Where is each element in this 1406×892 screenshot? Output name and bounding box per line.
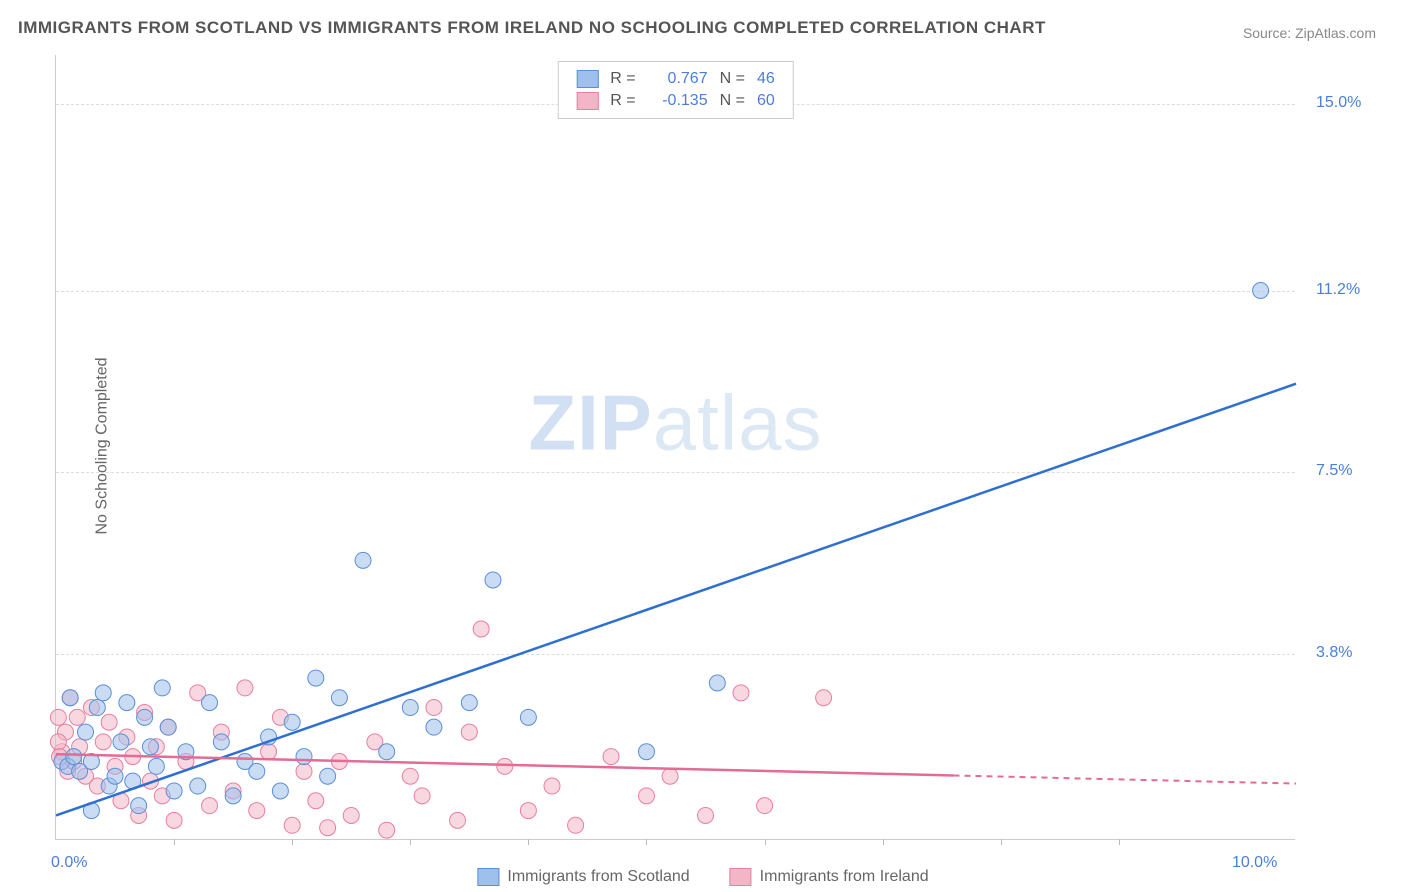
chart-title: IMMIGRANTS FROM SCOTLAND VS IMMIGRANTS F…: [18, 18, 1046, 38]
regression-line-dashed: [954, 775, 1296, 783]
data-point: [520, 709, 536, 725]
data-point: [402, 768, 418, 784]
data-point: [66, 749, 82, 765]
data-point: [89, 700, 105, 716]
data-point: [119, 695, 135, 711]
data-point: [261, 744, 277, 760]
data-point: [414, 788, 430, 804]
data-point: [166, 812, 182, 828]
data-point: [237, 680, 253, 696]
data-point: [284, 817, 300, 833]
legend-item-ireland: Immigrants from Ireland: [730, 868, 929, 886]
swatch-scotland-icon: [477, 868, 499, 886]
data-point: [733, 685, 749, 701]
stats-row-ireland: R = -0.135 N = 60: [576, 90, 774, 112]
data-point: [249, 763, 265, 779]
data-point: [296, 749, 312, 765]
data-point: [638, 788, 654, 804]
data-point: [426, 719, 442, 735]
data-point: [331, 690, 347, 706]
swatch-ireland-icon: [730, 868, 752, 886]
source-attribution: Source: ZipAtlas.com: [1243, 25, 1376, 41]
data-point: [166, 783, 182, 799]
data-point: [320, 768, 336, 784]
data-point: [450, 812, 466, 828]
data-point: [757, 798, 773, 814]
data-point: [284, 714, 300, 730]
data-point: [568, 817, 584, 833]
stats-row-scotland: R = 0.767 N = 46: [576, 68, 774, 90]
data-point: [473, 621, 489, 637]
legend-label: Immigrants from Scotland: [507, 868, 689, 886]
data-point: [343, 807, 359, 823]
data-point: [148, 758, 164, 774]
data-point: [296, 763, 312, 779]
data-point: [402, 700, 418, 716]
data-point: [497, 758, 513, 774]
data-point: [520, 803, 536, 819]
data-point: [544, 778, 560, 794]
data-point: [379, 822, 395, 838]
x-tick-label: 10.0%: [1232, 854, 1277, 872]
data-point: [603, 749, 619, 765]
data-point: [142, 739, 158, 755]
data-point: [461, 695, 477, 711]
legend-item-scotland: Immigrants from Scotland: [477, 868, 689, 886]
regression-line: [56, 384, 1296, 816]
chart-svg: [56, 55, 1296, 840]
y-tick-label: 3.8%: [1316, 644, 1352, 662]
data-point: [662, 768, 678, 784]
correlation-stats-box: R = 0.767 N = 46 R = -0.135 N = 60: [557, 61, 793, 119]
data-point: [95, 685, 111, 701]
data-point: [78, 724, 94, 740]
data-point: [131, 798, 147, 814]
data-point: [137, 709, 153, 725]
data-point: [101, 714, 117, 730]
x-tick-label: 0.0%: [51, 854, 87, 872]
data-point: [154, 680, 170, 696]
data-point: [107, 768, 123, 784]
data-point: [461, 724, 477, 740]
data-point: [95, 734, 111, 750]
data-point: [308, 793, 324, 809]
data-point: [320, 820, 336, 836]
data-point: [709, 675, 725, 691]
data-point: [160, 719, 176, 735]
y-tick-label: 15.0%: [1316, 94, 1361, 112]
swatch-ireland: [576, 92, 598, 110]
bottom-legend: Immigrants from Scotland Immigrants from…: [477, 868, 928, 886]
data-point: [225, 788, 241, 804]
data-point: [202, 695, 218, 711]
data-point: [50, 734, 66, 750]
data-point: [62, 690, 78, 706]
data-point: [379, 744, 395, 760]
data-point: [213, 734, 229, 750]
data-point: [308, 670, 324, 686]
data-point: [272, 783, 288, 799]
data-point: [69, 709, 85, 725]
data-point: [698, 807, 714, 823]
data-point: [485, 572, 501, 588]
data-point: [190, 778, 206, 794]
data-point: [355, 552, 371, 568]
plot-area: ZIPatlas R = 0.767 N = 46 R = -0.135 N =…: [55, 55, 1295, 840]
data-point: [1253, 283, 1269, 299]
data-point: [426, 700, 442, 716]
y-tick-label: 11.2%: [1316, 281, 1360, 299]
data-point: [113, 734, 129, 750]
data-point: [249, 803, 265, 819]
swatch-scotland: [576, 70, 598, 88]
data-point: [638, 744, 654, 760]
data-point: [202, 798, 218, 814]
legend-label: Immigrants from Ireland: [760, 868, 929, 886]
y-tick-label: 7.5%: [1316, 462, 1352, 480]
data-point: [50, 709, 66, 725]
data-point: [816, 690, 832, 706]
